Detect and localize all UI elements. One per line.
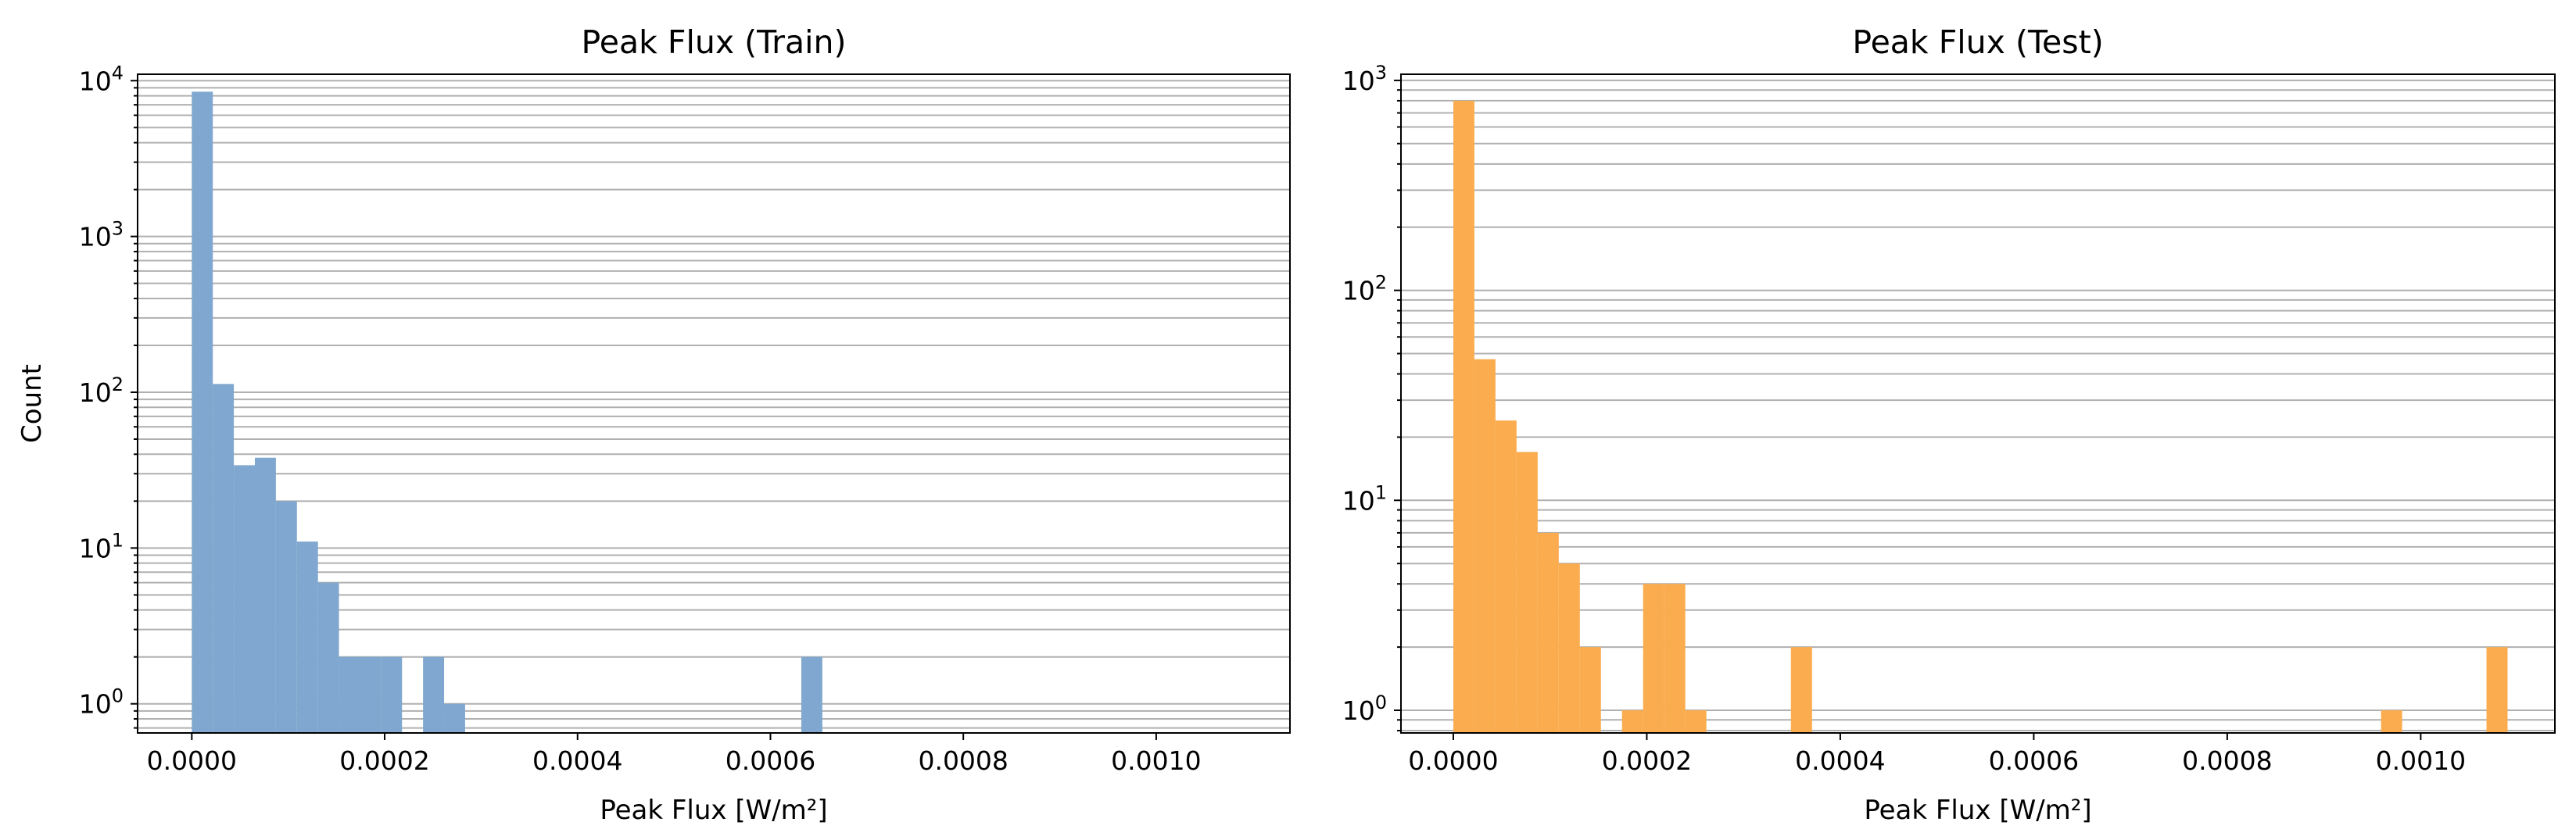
test-histogram-bar [2486,647,2508,733]
tick-base: 10 [79,689,112,720]
train-x-tick-label: 0.0008 [918,745,1008,776]
test-x-tick-label: 0.0008 [2182,745,2272,776]
train-chart-title: Peak Flux (Train) [581,23,846,61]
train-y-axis-label: Count [16,364,48,443]
train-histogram-bar [339,656,360,733]
train-histogram-bar [213,384,235,733]
train-histogram-bar [317,582,339,733]
test-x-axis-label: Peak Flux [W/m²] [1864,795,2091,826]
test-x-tick-label: 0.0000 [1408,745,1498,776]
train-histogram-bar [423,656,445,733]
train-y-tick-label: 101 [79,529,124,563]
train-y-tick-label: 102 [79,374,124,408]
train-x-tick-label: 0.0002 [339,745,429,776]
train-histogram-bar [444,703,465,733]
test-histogram-bar [1685,710,1707,733]
test-y-tick-label: 101 [1342,481,1387,516]
tick-base: 10 [79,533,112,563]
train-histogram-bar [381,656,403,733]
test-histogram-bar [1621,710,1643,733]
test-x-tick-label: 0.0002 [1602,745,1692,776]
tick-base: 10 [1342,485,1375,516]
train-x-tick-label: 0.0004 [532,745,622,776]
test-histogram-bar [2381,710,2402,733]
train-y-tick-label: 104 [79,62,124,96]
train-x-tick-label: 0.0010 [1111,745,1201,776]
tick-exponent: 4 [112,62,124,84]
train-y-tick-label: 103 [79,218,124,252]
test-x-tick-label: 0.0004 [1795,745,1885,776]
train-histogram-panel: 0.0000 0.0002 0.0004 0.0006 0.0008 0.00101001… [16,23,1291,826]
tick-exponent: 3 [1375,62,1387,84]
train-x-tick-label: 0.0000 [147,745,237,776]
train-histogram-bar [275,501,297,733]
train-histogram-bar [360,656,382,733]
train-histogram-bar [192,91,213,733]
tick-exponent: 2 [1375,272,1387,294]
test-y-tick-label: 103 [1342,62,1387,96]
tick-base: 10 [79,66,112,96]
test-histogram-bar [1558,563,1580,733]
test-histogram-bar [1537,532,1559,733]
train-histogram-bar [255,457,276,733]
test-y-tick-label: 100 [1342,692,1387,726]
tick-exponent: 0 [1375,692,1387,713]
train-x-axis-label: Peak Flux [W/m²] [600,795,827,826]
test-histogram-bar [1495,420,1517,733]
test-histogram-bar [1643,584,1664,733]
test-histogram-panel: 0.0000 0.0002 0.0004 0.0006 0.0008 0.00101001… [1342,23,2556,826]
tick-exponent: 1 [112,529,124,551]
test-histogram-bar [1474,359,1496,733]
test-plot-area [1401,74,2555,733]
test-x-tick-label: 0.0006 [1989,745,2079,776]
train-axes-frame [137,73,1291,734]
tick-exponent: 1 [1375,481,1387,503]
test-axes-frame [1400,73,2556,734]
train-histogram-bar [801,656,822,733]
test-histogram-bar [1790,647,1812,733]
test-x-tick-label: 0.0010 [2376,745,2466,776]
train-histogram-bar [296,542,318,733]
tick-base: 10 [1342,276,1375,306]
test-histogram-bar [1579,647,1601,733]
tick-base: 10 [79,377,112,408]
test-histogram-bar [1664,584,1686,733]
tick-base: 10 [1342,66,1375,96]
tick-exponent: 2 [112,374,124,395]
tick-exponent: 3 [112,218,124,240]
train-y-tick-label: 100 [79,685,124,720]
train-histogram-bar [234,465,256,733]
tick-base: 10 [79,222,112,252]
tick-base: 10 [1342,695,1375,726]
test-histogram-bar [1516,452,1538,733]
train-x-tick-label: 0.0006 [726,745,815,776]
test-y-tick-label: 102 [1342,272,1387,306]
test-histogram-bar [1453,100,1474,734]
test-chart-title: Peak Flux (Test) [1852,23,2103,61]
tick-exponent: 0 [112,685,124,707]
